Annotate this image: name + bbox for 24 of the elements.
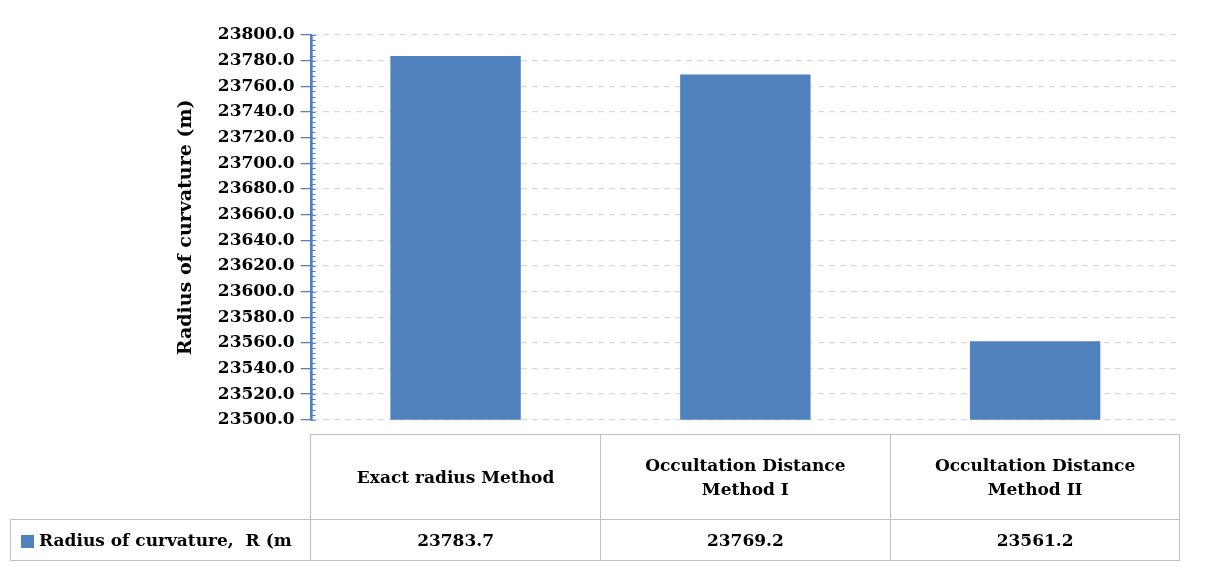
- y-tick-label: 23780.0: [217, 49, 295, 70]
- legend-label: Radius of curvature, R (m: [10, 519, 311, 560]
- y-tick-label: 23660.0: [217, 203, 295, 223]
- y-tick-label: 23500.0: [217, 408, 295, 429]
- y-tick-label: 23760.0: [217, 74, 295, 95]
- x-tick-label: Exact radius Method: [310, 434, 601, 519]
- y-tick-label: 23560.0: [217, 331, 295, 352]
- y-tick-label: 23620.0: [217, 254, 295, 275]
- data-label: 23769.2: [600, 519, 891, 560]
- y-tick-label: 23640.0: [217, 228, 295, 249]
- data-label: 23561.2: [890, 519, 1180, 560]
- y-tick-label: 23740.0: [217, 100, 295, 121]
- y-tick-label: 23720.0: [217, 126, 295, 147]
- y-tick-label: 23800.0: [217, 23, 295, 44]
- data-label: 23783.7: [310, 519, 601, 560]
- y-tick-label: 23700.0: [217, 151, 295, 172]
- y-tick-label: 23520.0: [217, 382, 295, 403]
- x-tick-label: Occultation Distance Method I: [600, 434, 891, 519]
- x-tick-label: Occultation Distance Method II: [890, 434, 1180, 519]
- y-tick-label: 23540.0: [217, 356, 295, 377]
- y-tick-label: 23680.0: [217, 177, 295, 198]
- y-axis-title: Radius of curvature (m): [173, 99, 196, 356]
- y-tick-label: 23580.0: [217, 305, 295, 326]
- y-tick-label: 23600.0: [217, 279, 295, 300]
